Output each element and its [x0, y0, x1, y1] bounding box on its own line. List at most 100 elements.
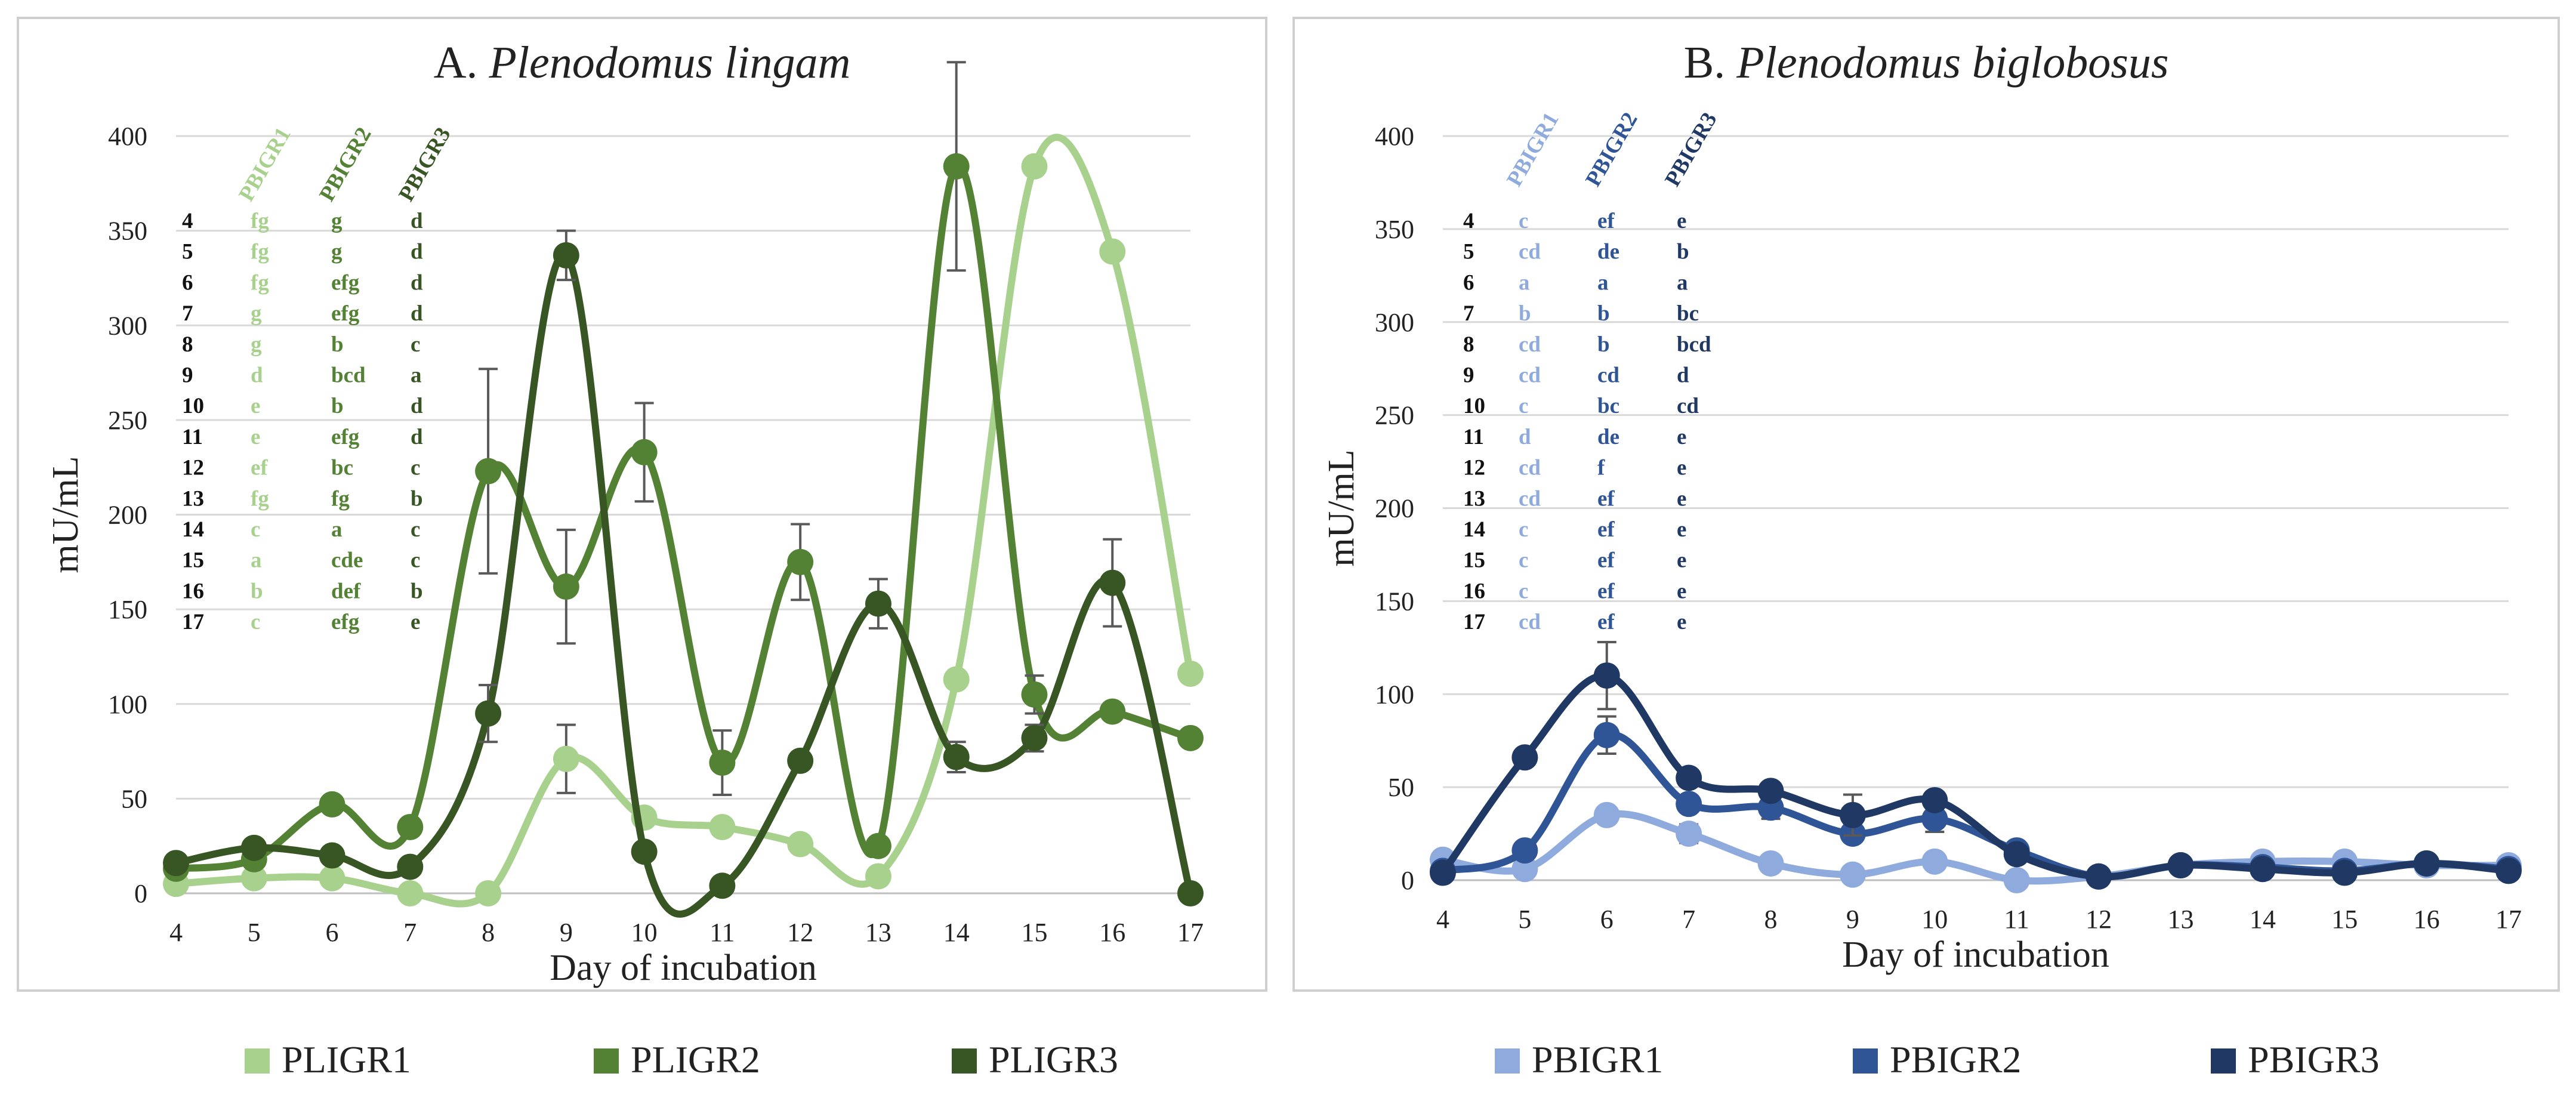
- data-point: [2413, 850, 2440, 877]
- letters-cell: a: [1519, 270, 1530, 295]
- panel-frame: [17, 17, 1267, 992]
- data-point: [1099, 569, 1126, 596]
- letters-cell: c: [411, 517, 420, 542]
- series-pbigr3: [1430, 640, 2522, 890]
- data-point: [397, 880, 424, 906]
- data-point: [1676, 791, 1702, 818]
- letters-cell: a: [411, 363, 422, 388]
- data-point: [787, 747, 814, 774]
- letters-cell: c: [1519, 548, 1528, 573]
- data-point: [1839, 801, 1866, 828]
- y-tick-label: 200: [1375, 494, 1414, 523]
- letters-day: 16: [1463, 579, 1485, 603]
- data-point: [553, 745, 579, 772]
- x-tick-label: 9: [1846, 905, 1859, 934]
- letters-cell: fg: [251, 240, 269, 264]
- letters-cell: ef: [251, 456, 268, 480]
- data-point: [943, 153, 970, 180]
- letters-cell: cd: [1519, 486, 1541, 511]
- letters-cell: d: [411, 240, 423, 264]
- letters-day: 7: [182, 301, 193, 326]
- data-point: [2249, 856, 2276, 883]
- letters-cell: a: [251, 548, 262, 573]
- letters-day: 14: [182, 517, 204, 542]
- letters-cell: b: [331, 394, 344, 418]
- data-point: [709, 813, 736, 840]
- data-point: [1177, 660, 1204, 687]
- y-tick-label: 0: [134, 879, 147, 908]
- panel-label: B.: [1684, 38, 1726, 88]
- x-tick-label: 16: [2414, 905, 2440, 934]
- letters-cell: g: [331, 240, 343, 264]
- letters-day: 8: [182, 332, 193, 357]
- letters-cell: c: [251, 610, 260, 634]
- letters-cell: ef: [1597, 209, 1615, 233]
- letters-cell: a: [331, 517, 343, 542]
- letters-cell: b: [411, 486, 423, 511]
- x-tick-label: 12: [787, 918, 813, 947]
- data-point: [2331, 859, 2358, 886]
- legend-label: PBIGR3: [2248, 1038, 2380, 1081]
- series-pligr3: [163, 229, 1204, 918]
- data-point: [1593, 801, 1620, 828]
- legend-swatch: [1853, 1048, 1878, 1074]
- letters-cell: ef: [1597, 579, 1615, 603]
- letters-cell: e: [251, 394, 260, 418]
- letters-day: 7: [1463, 301, 1474, 326]
- letters-day: 14: [1463, 517, 1485, 542]
- letters-day: 5: [1463, 240, 1474, 264]
- letters-day: 10: [1463, 394, 1485, 418]
- y-tick-label: 300: [1375, 308, 1414, 337]
- data-point: [319, 791, 345, 818]
- letters-cell: d: [1519, 425, 1531, 449]
- legend-swatch: [2211, 1048, 2236, 1074]
- data-point: [553, 573, 579, 600]
- y-tick-label: 150: [108, 595, 147, 624]
- letters-cell: cde: [331, 548, 363, 573]
- letters-cell: ef: [1597, 517, 1615, 542]
- x-tick-label: 4: [1436, 905, 1449, 934]
- y-axis-title: mU/mL: [45, 456, 86, 573]
- y-tick-label: 250: [1375, 401, 1414, 430]
- letters-cell: bc: [1597, 394, 1619, 418]
- x-tick-label: 4: [169, 918, 183, 947]
- x-tick-label: 11: [709, 918, 735, 947]
- letters-cell: cd: [1519, 610, 1541, 634]
- data-point: [1593, 721, 1620, 748]
- letters-cell: f: [1597, 456, 1605, 480]
- letters-cell: d: [251, 363, 263, 388]
- data-point: [943, 744, 970, 770]
- letters-day: 15: [182, 548, 204, 573]
- letters-day: 12: [182, 456, 204, 480]
- legend-label: PBIGR2: [1890, 1038, 2022, 1081]
- letters-day: 15: [1463, 548, 1485, 573]
- x-tick-label: 10: [631, 918, 658, 947]
- panel-label: A.: [434, 38, 478, 88]
- letters-cell: fg: [251, 270, 269, 295]
- letters-cell: efg: [331, 425, 360, 449]
- data-point: [397, 853, 424, 880]
- letters-cell: b: [1519, 301, 1531, 326]
- letters-cell: e: [1677, 425, 1686, 449]
- data-point: [1757, 778, 1784, 804]
- letters-cell: de: [1597, 240, 1619, 264]
- letters-cell: g: [251, 301, 262, 326]
- legend-swatch: [245, 1048, 270, 1074]
- letters-cell: b: [331, 332, 344, 357]
- letters-cell: e: [1677, 517, 1686, 542]
- letters-day: 10: [182, 394, 204, 418]
- data-point: [319, 842, 345, 869]
- y-axis-title: mU/mL: [1321, 449, 1362, 566]
- letters-cell: fg: [251, 209, 269, 233]
- letters-header: PBIGR3: [1660, 108, 1722, 190]
- data-point: [397, 813, 424, 840]
- letters-cell: d: [1677, 363, 1689, 388]
- letters-cell: a: [1597, 270, 1609, 295]
- letters-cell: cd: [1597, 363, 1619, 388]
- letters-cell: ef: [1597, 548, 1615, 573]
- data-point: [2003, 867, 2030, 893]
- letters-day: 9: [1463, 363, 1474, 388]
- x-tick-label: 10: [1921, 905, 1948, 934]
- data-point: [787, 548, 814, 575]
